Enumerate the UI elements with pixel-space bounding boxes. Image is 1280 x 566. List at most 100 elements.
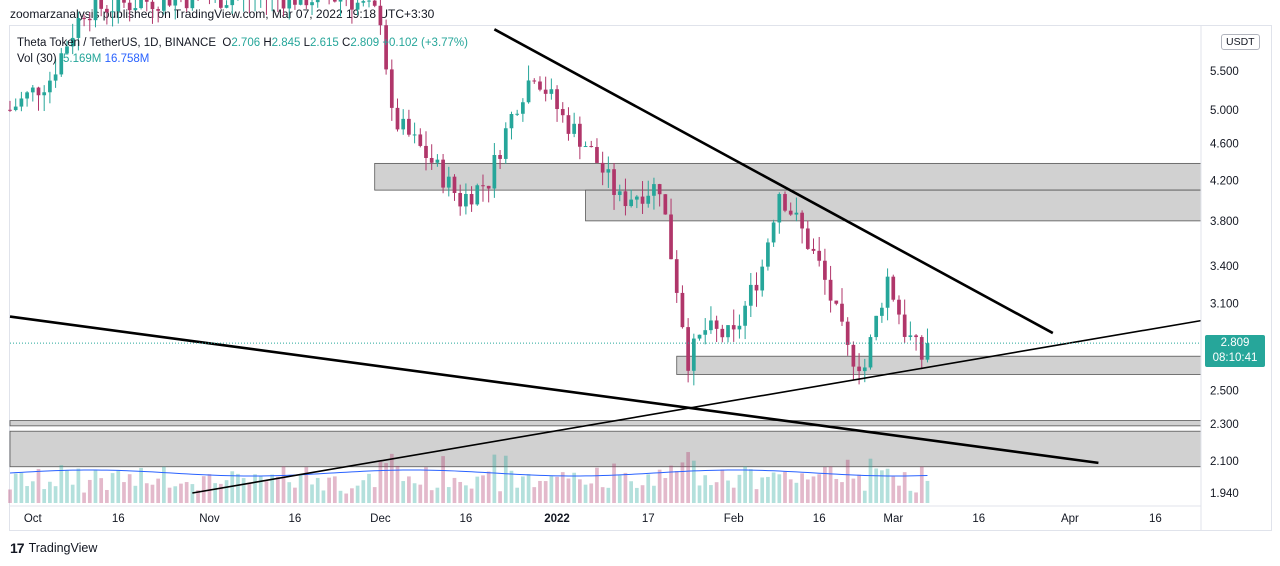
- trendlines: [9, 28, 1202, 494]
- candle-body: [48, 80, 52, 93]
- candle-body: [59, 53, 64, 75]
- volume-bar: [241, 478, 246, 503]
- volume-bar: [823, 467, 827, 503]
- candle-body: [595, 147, 599, 163]
- volume-label[interactable]: Vol (30): [17, 53, 57, 65]
- candle-body: [156, 9, 161, 11]
- candle-body: [350, 0, 354, 10]
- volume-bar: [623, 472, 628, 503]
- price-tick-label: 3.100: [1210, 298, 1239, 310]
- time-tick-label: Feb: [724, 513, 744, 525]
- candle-body: [606, 169, 611, 173]
- volume-bar: [258, 476, 263, 503]
- volume-bar: [76, 468, 81, 503]
- open-value: 2.706: [231, 37, 261, 49]
- price-tick-label: 5.500: [1210, 66, 1239, 78]
- volume-bar: [99, 478, 104, 503]
- candle-body: [720, 328, 725, 338]
- candle-body: [817, 250, 822, 261]
- zone-4: [9, 430, 1202, 468]
- candle-body: [885, 276, 890, 308]
- volume-bar: [224, 480, 229, 503]
- volume-bar: [464, 485, 468, 503]
- candle-body: [53, 74, 58, 81]
- volume-bar: [691, 460, 696, 503]
- volume-bar: [646, 474, 651, 503]
- volume-bar: [82, 492, 86, 503]
- volume-bar: [344, 493, 349, 503]
- time-tick-label: 16: [289, 513, 302, 525]
- volume-bar: [190, 484, 195, 503]
- candle-body: [874, 315, 879, 338]
- volume-bar: [173, 486, 178, 503]
- volume-bar: [435, 487, 440, 503]
- candle-body: [823, 260, 827, 280]
- candle-body: [515, 113, 520, 115]
- candle-body: [560, 109, 565, 116]
- candle-body: [566, 115, 571, 134]
- volume-bar: [304, 467, 309, 503]
- volume-bar: [606, 487, 611, 503]
- chart-frame: [9, 25, 1272, 531]
- volume-bar: [481, 475, 485, 503]
- close-value: 2.809: [350, 37, 380, 49]
- volume-bar: [709, 485, 713, 503]
- volume-bar: [811, 476, 816, 503]
- candle-body: [714, 320, 719, 329]
- volume-bar: [321, 490, 326, 503]
- price-tick-label: 2.500: [1210, 385, 1239, 397]
- volume-bar: [389, 453, 394, 503]
- candle-body: [726, 325, 730, 338]
- symbol-name[interactable]: Theta Token / TetherUS, 1D, BINANCE: [17, 37, 216, 49]
- volume-bar: [891, 476, 896, 503]
- candle-body: [412, 134, 417, 136]
- volume-bar: [526, 474, 531, 503]
- volume-bar: [30, 481, 35, 503]
- volume-bar: [230, 471, 235, 503]
- volume-bar: [731, 487, 736, 503]
- time-tick-label: Nov: [199, 513, 220, 525]
- volume-bar: [236, 473, 240, 503]
- candle-body: [612, 169, 616, 195]
- volume-bar: [48, 481, 52, 503]
- high-label: H: [263, 37, 272, 49]
- candle-body: [355, 2, 360, 10]
- volume-bar: [686, 452, 690, 503]
- bar-countdown: 08:10:41: [1212, 352, 1258, 364]
- candle-body: [304, 0, 309, 6]
- candle-body: [834, 300, 839, 304]
- volume-bar: [441, 456, 445, 503]
- volume-bar: [657, 469, 662, 503]
- price-tick-label: 2.300: [1210, 419, 1239, 431]
- candle-body: [486, 185, 491, 189]
- time-tick-label: 16: [972, 513, 985, 525]
- last-price-label: 2.809 08:10:41: [1205, 335, 1265, 367]
- volume-bar: [578, 479, 582, 503]
- candle-body: [572, 123, 577, 134]
- volume-bar: [179, 483, 183, 503]
- candle-body: [424, 145, 428, 158]
- volume-bar: [794, 482, 799, 503]
- currency-button[interactable]: USDT: [1221, 34, 1260, 50]
- low-value: 2.615: [310, 37, 339, 49]
- candle-body: [338, 0, 343, 2]
- candle-body: [731, 325, 736, 330]
- legend-symbol-row: Theta Token / TetherUS, 1D, BINANCE O2.7…: [17, 35, 468, 51]
- price-tick-label: 4.600: [1210, 139, 1239, 151]
- volume-bar: [862, 490, 867, 503]
- candle-body: [281, 0, 286, 9]
- candle-body: [509, 114, 514, 129]
- volume-bar: [612, 463, 616, 503]
- candle-body: [492, 155, 497, 189]
- candle-body: [162, 0, 166, 11]
- time-tick-label: Dec: [370, 513, 391, 525]
- volume-bar: [139, 467, 143, 503]
- volume-bar: [737, 474, 742, 503]
- volume-value: 5.169M: [63, 53, 102, 65]
- volume-bar: [184, 482, 189, 503]
- volume-bar: [902, 472, 907, 503]
- candle-body: [389, 69, 394, 108]
- candle-body: [543, 89, 548, 94]
- candle-body: [532, 80, 537, 82]
